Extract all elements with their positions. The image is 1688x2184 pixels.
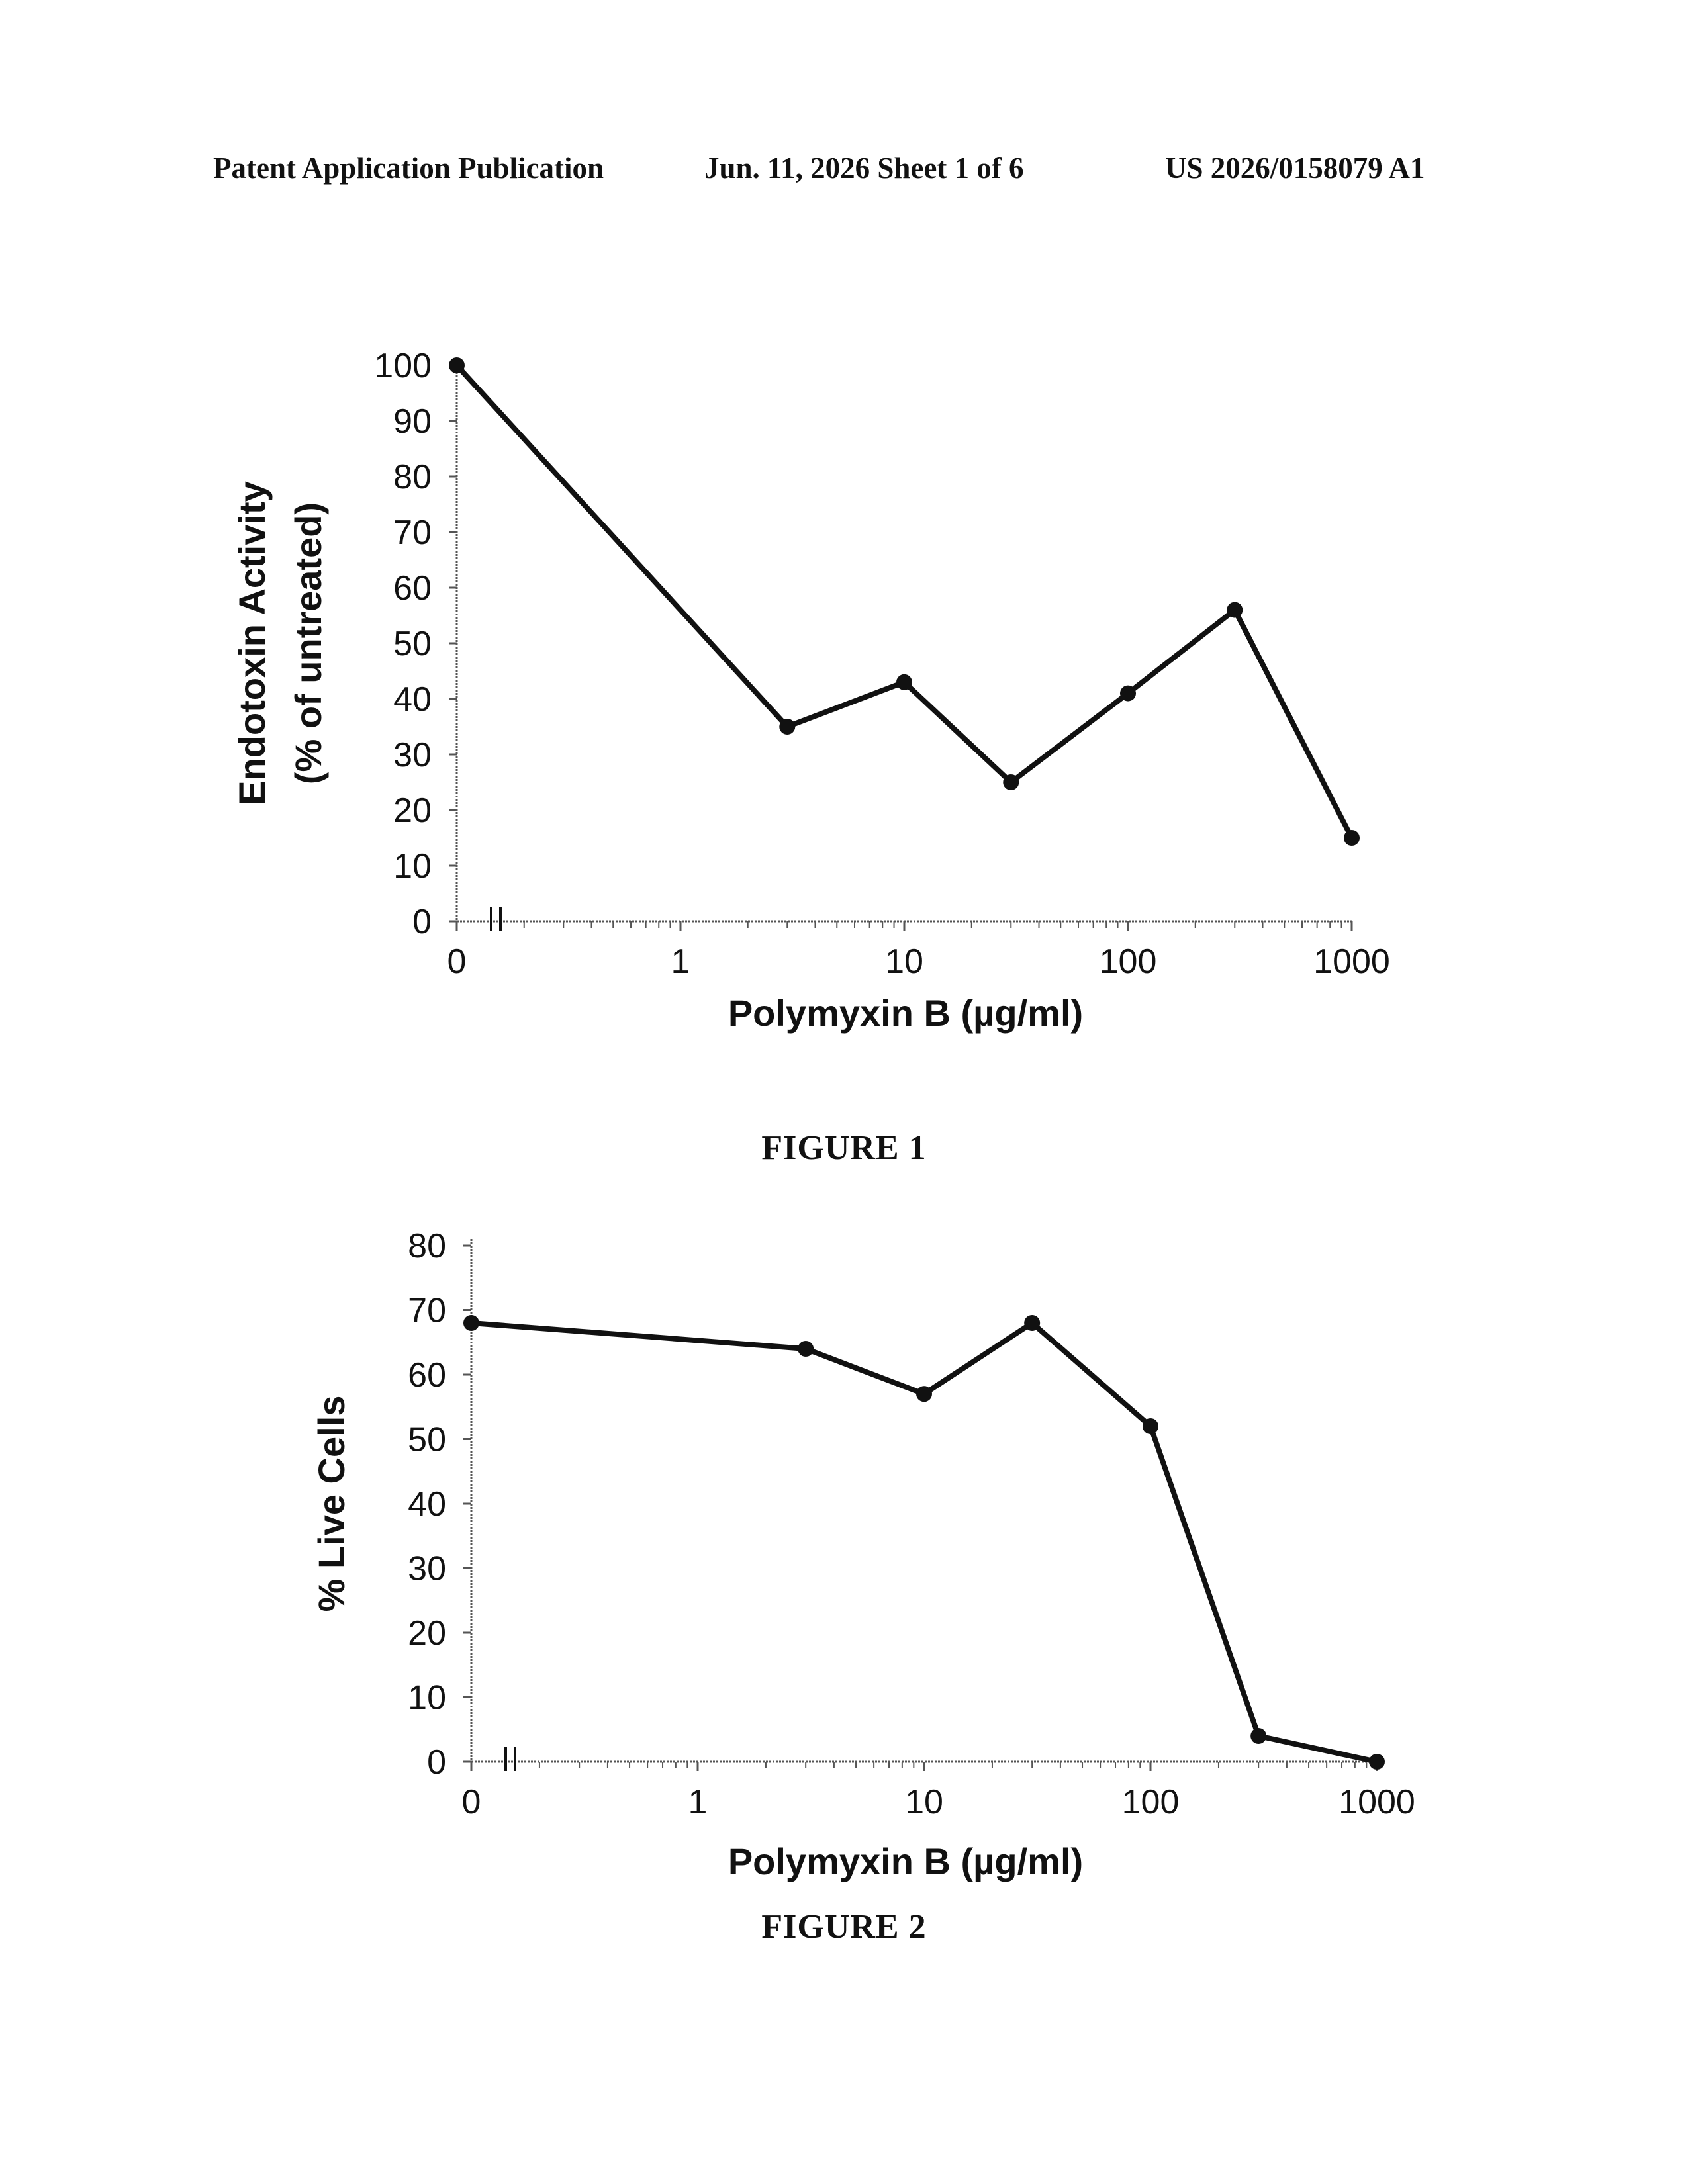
data-point bbox=[798, 1341, 814, 1357]
x-tick-label: 100 bbox=[1122, 1783, 1180, 1821]
figure-2-chart: 0 10 20 30 40 50 60 70 80 0 1 10 100 1000 Polymyxin B … bbox=[310, 1227, 1415, 1882]
y-axis-title: (% of untreated) bbox=[287, 502, 329, 784]
header-publication-number: US 2026/0158079 A1 bbox=[1165, 152, 1425, 185]
data-point bbox=[463, 1315, 479, 1331]
data-point bbox=[1369, 1754, 1385, 1770]
x-tick-label: 1000 bbox=[1313, 942, 1390, 981]
y-tick-label: 90 bbox=[393, 402, 432, 441]
y-tick-label: 40 bbox=[393, 680, 432, 719]
x-tick-label: 10 bbox=[905, 1783, 943, 1821]
data-point bbox=[1024, 1315, 1041, 1331]
x-tick-label: 10 bbox=[885, 942, 923, 981]
y-tick-label: 30 bbox=[393, 736, 432, 774]
x-tick-label: 1000 bbox=[1338, 1783, 1415, 1821]
y-tick-label: 70 bbox=[408, 1292, 446, 1330]
y-axis-title: Endotoxin Activity bbox=[231, 481, 273, 805]
data-point bbox=[1227, 602, 1243, 618]
data-point bbox=[1344, 830, 1360, 846]
y-tick-label: 60 bbox=[393, 569, 432, 608]
series-line bbox=[455, 363, 1354, 839]
header-date-sheet: Jun. 11, 2026 Sheet 1 of 6 bbox=[704, 152, 1024, 185]
header-publication-title: Patent Application Publication bbox=[213, 152, 604, 185]
y-tick-label: 80 bbox=[393, 458, 432, 496]
data-point bbox=[449, 357, 465, 373]
x-tick-label: 1 bbox=[688, 1783, 708, 1821]
x-tick-label: 0 bbox=[447, 942, 467, 981]
y-tick-label: 10 bbox=[408, 1679, 446, 1717]
y-tick-label: 20 bbox=[408, 1614, 446, 1653]
data-point bbox=[916, 1386, 932, 1402]
y-tick-label: 40 bbox=[408, 1485, 446, 1524]
figure-2-caption: FIGURE 2 bbox=[761, 1908, 927, 1946]
figure-1-caption: FIGURE 1 bbox=[761, 1129, 927, 1167]
data-point bbox=[779, 719, 796, 735]
data-point bbox=[1003, 774, 1019, 790]
y-tick-label: 0 bbox=[427, 1743, 446, 1782]
data-point bbox=[1143, 1418, 1158, 1434]
data-point bbox=[1250, 1728, 1267, 1744]
y-tick-label: 60 bbox=[408, 1356, 446, 1394]
x-axis-title: Polymyxin B (µg/ml) bbox=[728, 992, 1083, 1034]
y-tick-label: 10 bbox=[393, 847, 432, 886]
y-tick-label: 100 bbox=[374, 347, 432, 385]
data-point bbox=[1120, 685, 1136, 702]
y-tick-label: 20 bbox=[393, 792, 432, 830]
data-point bbox=[896, 674, 912, 690]
x-tick-label: 1 bbox=[671, 942, 690, 981]
y-tick-label: 50 bbox=[408, 1421, 446, 1459]
x-tick-label: 100 bbox=[1100, 942, 1157, 981]
y-axis-title: % Live Cells bbox=[310, 1396, 352, 1612]
y-tick-label: 30 bbox=[408, 1550, 446, 1588]
x-tick-label: 0 bbox=[462, 1783, 481, 1821]
x-axis-title: Polymyxin B (µg/ml) bbox=[728, 1841, 1083, 1882]
y-tick-label: 70 bbox=[393, 514, 432, 552]
y-tick-label: 0 bbox=[412, 903, 432, 941]
y-tick-label: 50 bbox=[393, 625, 432, 663]
y-tick-label: 80 bbox=[408, 1227, 446, 1265]
